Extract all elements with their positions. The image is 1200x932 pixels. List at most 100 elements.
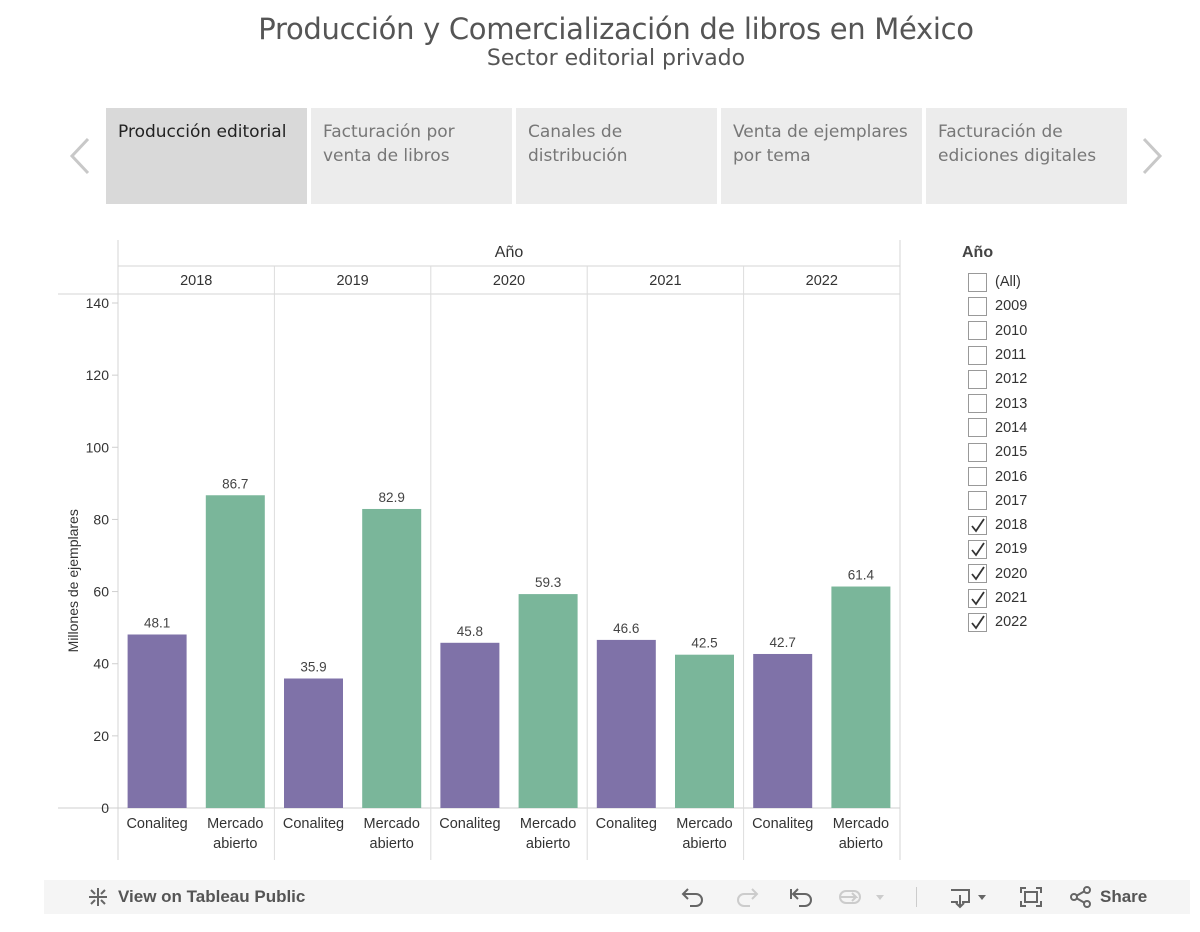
checkbox[interactable] (968, 321, 987, 341)
y-tick-label: 40 (93, 656, 109, 672)
x-tick-label: Conaliteg (126, 816, 187, 832)
toolbar-divider (916, 887, 917, 907)
download-button[interactable] (948, 880, 992, 914)
filter-option[interactable]: 2020 (962, 562, 1162, 586)
redo-icon (737, 888, 759, 907)
filter-option[interactable]: 2017 (962, 489, 1162, 513)
checkbox-checked[interactable] (968, 612, 987, 632)
year-header: 2021 (649, 273, 681, 289)
checkmark-icon (971, 566, 985, 581)
filter-list: (All) 2009 2010 2011 2012 2013 2014 2015 2016 201… (962, 270, 1162, 634)
chevron-left-icon[interactable] (66, 136, 96, 176)
filter-option[interactable]: 2014 (962, 416, 1162, 440)
view-on-tableau-button[interactable]: View on Tableau Public (86, 880, 305, 914)
checkbox-checked[interactable] (968, 515, 987, 535)
filter-option[interactable]: 2013 (962, 391, 1162, 415)
filter-option-label: 2011 (995, 347, 1027, 364)
filter-title: Año (962, 244, 994, 261)
undo-button[interactable] (680, 880, 706, 914)
y-tick-label: 100 (86, 439, 110, 455)
share-label: Share (1100, 887, 1148, 906)
tab-produccion-editorial[interactable]: Producción editorial (106, 108, 307, 204)
filter-option[interactable]: 2009 (962, 294, 1162, 318)
data-label: 82.9 (379, 490, 405, 505)
redo-button[interactable] (734, 880, 760, 914)
chevron-right-icon[interactable] (1136, 136, 1166, 176)
data-label: 48.1 (144, 615, 170, 630)
data-label: 46.6 (613, 621, 639, 636)
checkbox[interactable] (968, 345, 987, 365)
revert-icon (790, 888, 812, 907)
year-header: 2018 (180, 273, 212, 289)
tab-ediciones-digitales[interactable]: Facturación de ediciones digitales (926, 108, 1127, 204)
tab-venta-tema[interactable]: Venta de ejemplares por tema (721, 108, 922, 204)
filter-option[interactable]: 2016 (962, 464, 1162, 488)
x-tick-label: Mercado (676, 816, 732, 832)
bar-chart: Año 0 20 40 60 80 100 120 140 Millones de ejempla… (0, 230, 920, 870)
filter-option[interactable]: 2010 (962, 319, 1162, 343)
checkbox[interactable] (968, 418, 987, 438)
tab-facturacion-venta[interactable]: Facturación por venta de libros (311, 108, 512, 204)
checkbox[interactable] (968, 272, 987, 292)
checkbox[interactable] (968, 442, 987, 462)
checkmark-icon (971, 615, 985, 630)
x-tick-label: Mercado (207, 816, 263, 832)
filter-option-label: 2021 (995, 590, 1028, 606)
x-tick-label: abierto (370, 836, 414, 852)
chart-canvas: Año 0 20 40 60 80 100 120 140 Millones de ejempla… (58, 240, 901, 860)
bar (205, 495, 265, 808)
filter-option-label: 2019 (995, 541, 1028, 558)
fullscreen-button[interactable] (1018, 880, 1044, 914)
data-label: 59.3 (535, 575, 561, 590)
bar (127, 634, 187, 808)
share-button[interactable]: Share (1068, 880, 1147, 914)
checkbox-checked[interactable] (968, 588, 987, 608)
y-tick-label: 80 (93, 511, 109, 527)
x-tick-label: abierto (839, 836, 883, 852)
x-tick-label: Conaliteg (283, 816, 344, 832)
filter-option[interactable]: 2012 (962, 367, 1162, 391)
filter-option-label: 2017 (995, 492, 1028, 509)
x-tick-label: Conaliteg (596, 816, 657, 832)
checkbox-checked[interactable] (968, 539, 987, 559)
year-header: 2022 (806, 273, 838, 289)
checkbox[interactable] (968, 467, 987, 487)
filter-option-label: 2013 (995, 395, 1028, 412)
checkbox[interactable] (968, 491, 987, 511)
filter-option[interactable]: 2021 (962, 586, 1162, 610)
year-header: 2019 (336, 273, 368, 289)
view-on-tableau-label: View on Tableau Public (118, 887, 306, 906)
bar (675, 654, 734, 808)
tableau-toolbar: View on Tableau Public (44, 880, 1190, 914)
undo-icon (681, 888, 703, 907)
data-label: 35.9 (300, 660, 326, 675)
y-axis-label: Millones de ejemplares (65, 509, 81, 652)
revert-button[interactable] (788, 880, 814, 914)
filter-option[interactable]: 2015 (962, 440, 1162, 464)
checkbox[interactable] (968, 296, 987, 316)
checkbox-checked[interactable] (968, 564, 987, 584)
checkmark-icon (971, 518, 985, 533)
filter-option-label: 2020 (995, 565, 1028, 582)
bar (362, 508, 422, 808)
x-tick-label: abierto (682, 836, 726, 852)
refresh-button[interactable] (838, 880, 886, 914)
filter-option[interactable]: 2019 (962, 537, 1162, 561)
download-icon (951, 889, 986, 909)
year-filter: Año (All) 2009 2010 2011 2012 2013 2014 2015 201… (962, 244, 1162, 634)
y-tick-label: 140 (86, 295, 110, 311)
checkbox[interactable] (968, 394, 987, 414)
fullscreen-icon (1020, 887, 1042, 907)
filter-option-label: 2015 (995, 444, 1028, 461)
filter-option[interactable]: 2018 (962, 513, 1162, 537)
filter-option[interactable]: 2011 (962, 343, 1162, 367)
x-tick-label: Conaliteg (752, 816, 813, 832)
checkbox[interactable] (968, 369, 987, 389)
x-tick-label: Mercado (520, 816, 576, 832)
filter-option[interactable]: (All) (962, 270, 1162, 294)
filter-option[interactable]: 2022 (962, 610, 1162, 634)
tab-canales-distribucion[interactable]: Canales de distribución (516, 108, 717, 204)
share-icon (1070, 886, 1091, 908)
y-tick-label: 0 (101, 800, 109, 816)
filter-option-label: 2022 (995, 614, 1028, 631)
